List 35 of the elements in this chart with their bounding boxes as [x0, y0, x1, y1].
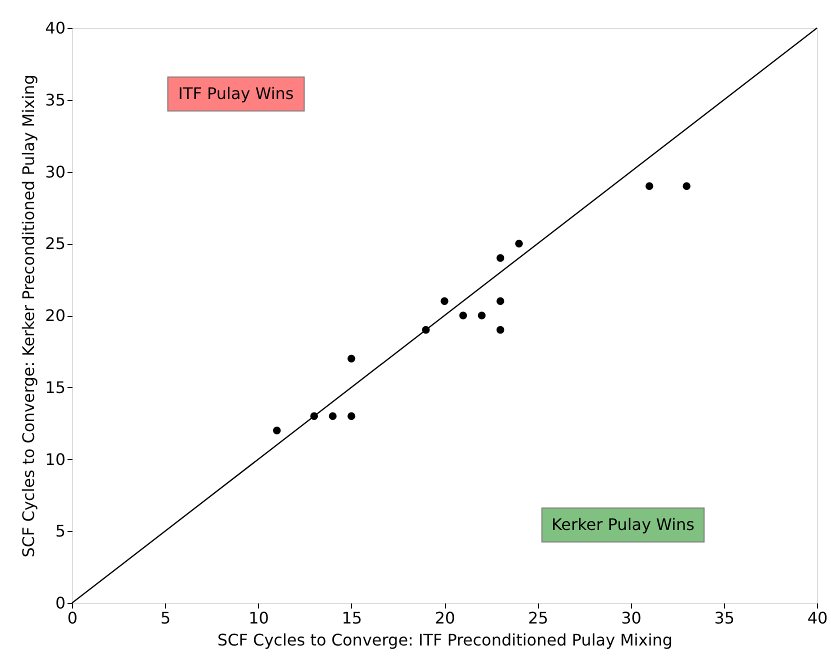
point — [496, 326, 504, 334]
point — [646, 182, 654, 190]
y-tick-label: 40 — [45, 18, 66, 38]
x-tick-label: 30 — [621, 608, 642, 628]
point — [496, 254, 504, 262]
y-tick-label: 5 — [55, 522, 66, 541]
point — [515, 240, 523, 248]
x-tick-label: 20 — [434, 608, 456, 628]
point — [496, 297, 504, 305]
annotation: ITF Pulay Wins — [178, 84, 294, 103]
x-tick-label: 0 — [67, 608, 78, 628]
point — [273, 426, 281, 434]
x-tick-label: 15 — [342, 608, 362, 628]
point — [348, 412, 356, 420]
y-tick-label: 35 — [45, 90, 66, 110]
y-tick-label: 10 — [45, 450, 66, 469]
point — [478, 312, 486, 320]
x-axis-title: SCF Cycles to Converge: ITF Preconditioned Pulay Mixing — [217, 630, 673, 650]
x-tick-label: 35 — [714, 608, 735, 628]
x-tick-label: 40 — [807, 608, 828, 628]
y-axis-title: SCF Cycles to Converge: Kerker Preconditioned Pulay Mixing — [19, 74, 38, 558]
y-tick-label: 20 — [45, 306, 66, 325]
point — [440, 297, 448, 305]
y-tick-label: 15 — [45, 378, 66, 397]
annotation: Kerker Pulay Wins — [551, 515, 695, 534]
y-tick-label: 0 — [55, 594, 66, 612]
point — [682, 182, 690, 190]
x-tick-label: 5 — [160, 608, 171, 628]
y-tick-label: 25 — [45, 234, 66, 254]
point — [459, 312, 467, 320]
x-tick-label: 25 — [528, 608, 548, 628]
x-tick-label: 10 — [248, 608, 269, 628]
point — [328, 412, 337, 420]
y-tick-label: 30 — [45, 162, 66, 182]
point — [348, 354, 356, 362]
